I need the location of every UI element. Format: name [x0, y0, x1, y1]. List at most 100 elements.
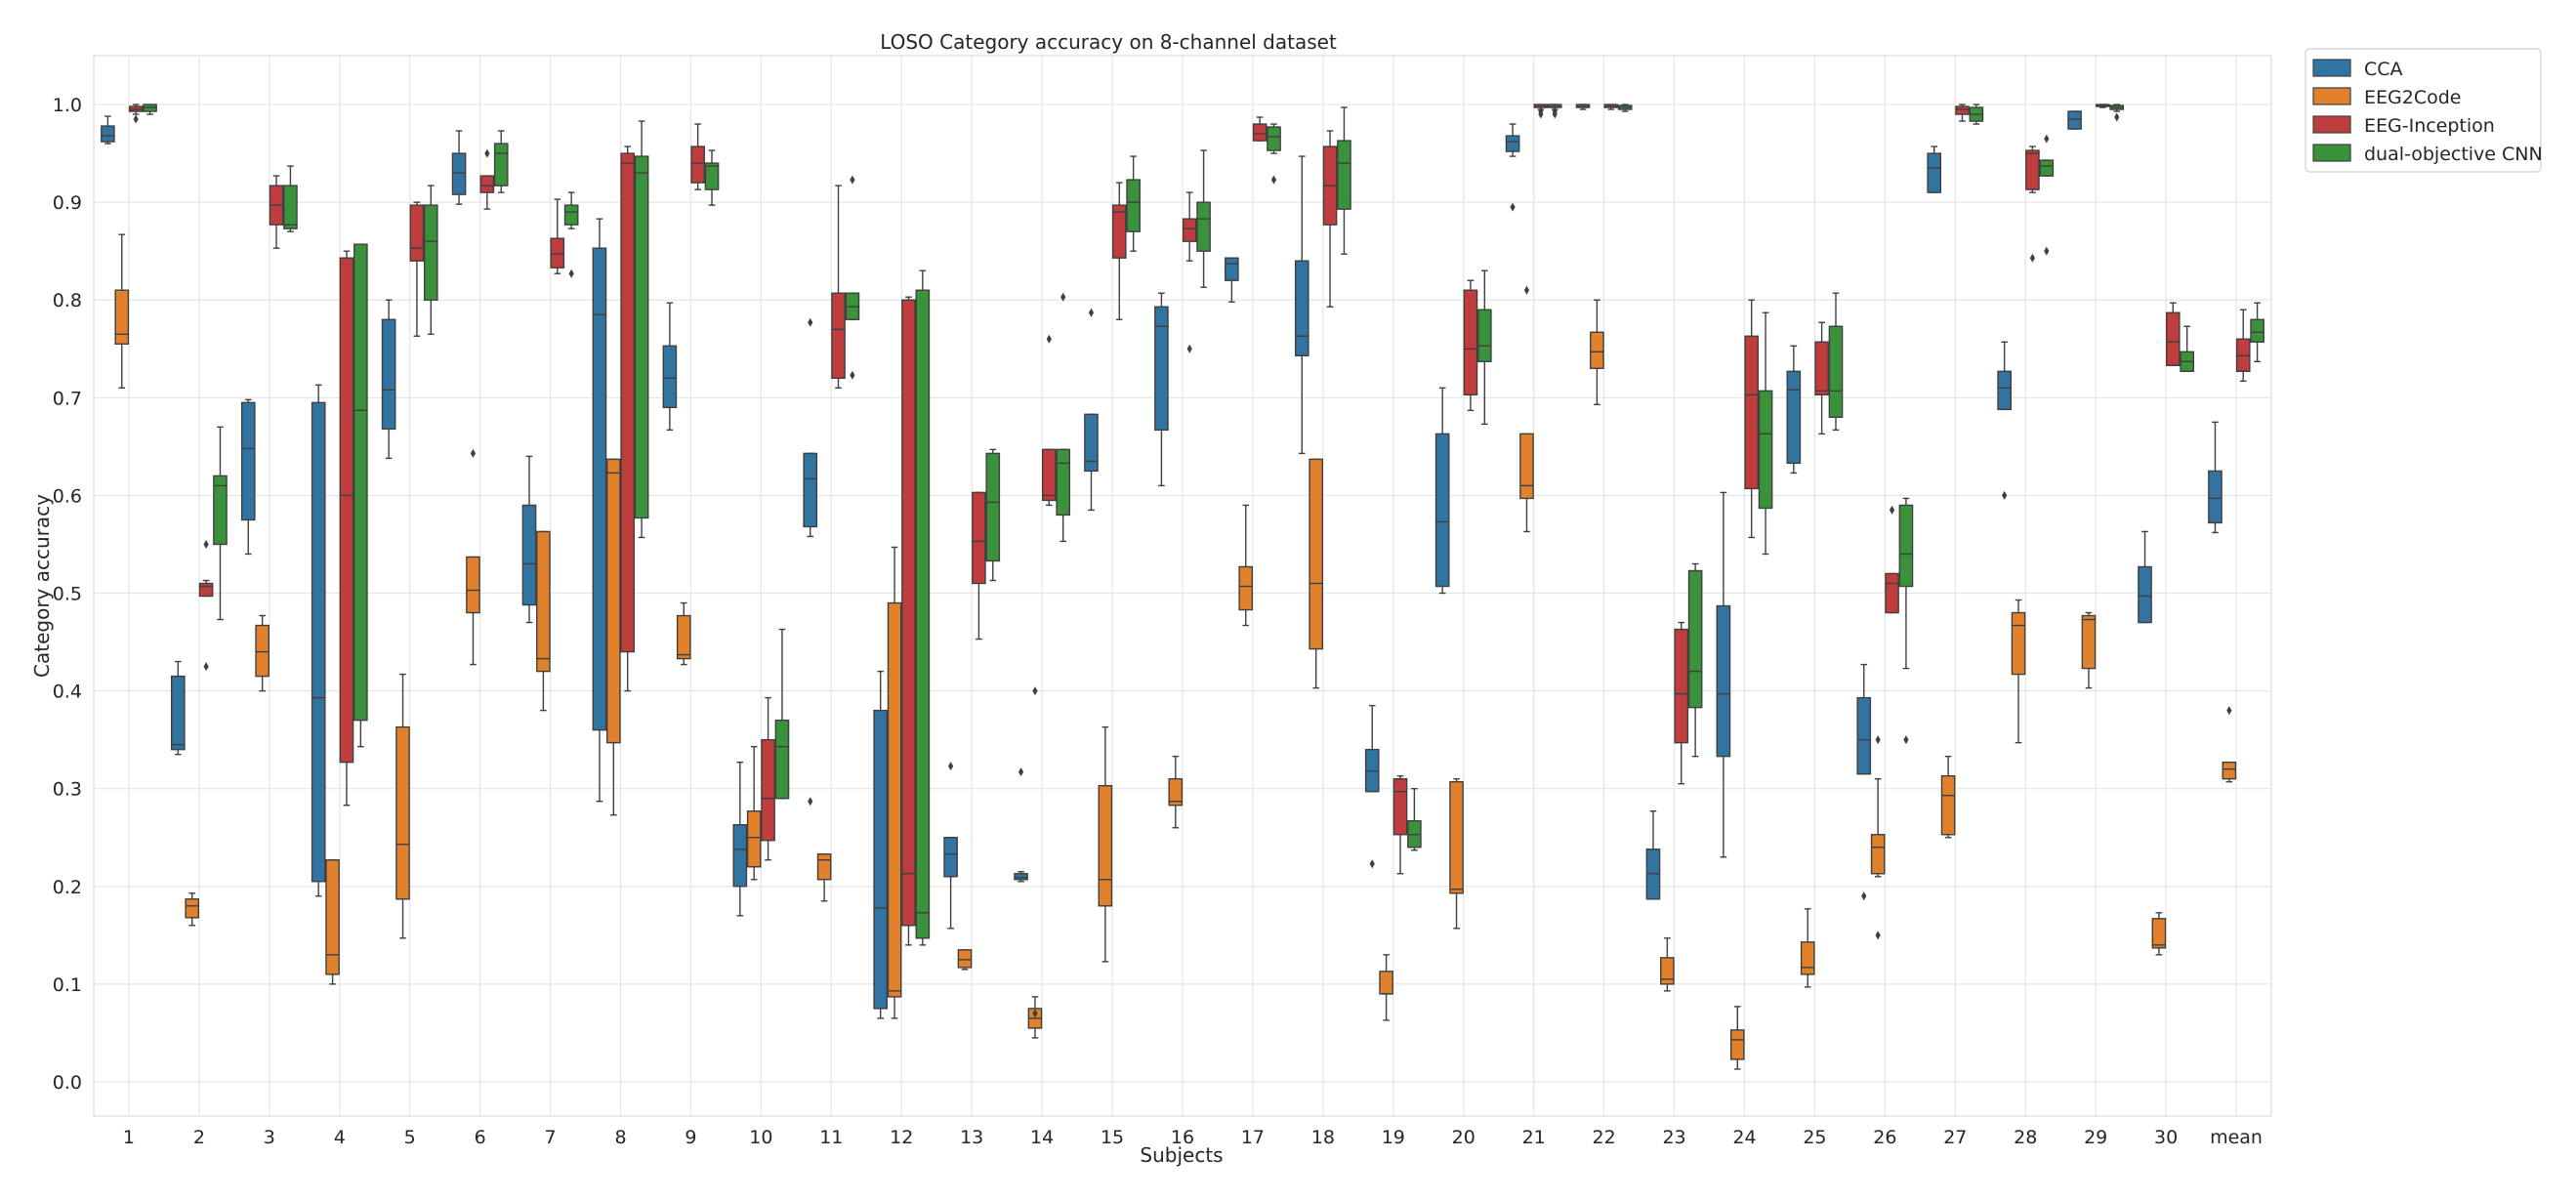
box-iqr	[1337, 140, 1351, 210]
box-iqr	[1111, 204, 1127, 259]
box-iqr	[957, 949, 973, 969]
box-group	[1182, 191, 1197, 353]
box-group	[2208, 421, 2223, 534]
box-group	[1477, 269, 1492, 426]
box-group	[972, 491, 986, 641]
x-axis-ticks: 1 2 3 4 5 6 7 8 9 10 11 12 13 14 15 16 17 18 19 20 21 22 23 24 2…	[123, 1127, 2263, 1148]
box-iqr	[1519, 433, 1534, 500]
box-group	[761, 696, 775, 861]
flier-point	[1369, 859, 1375, 869]
box-group	[563, 191, 579, 278]
box-group	[1126, 155, 1141, 252]
y-tick-label: 0.3	[53, 779, 82, 801]
box-group	[1309, 458, 1323, 689]
box-iqr	[255, 624, 270, 678]
box-group	[1533, 103, 1549, 119]
box-group	[521, 455, 537, 624]
flier-point	[1552, 106, 1558, 116]
flier-point	[1903, 735, 1909, 745]
box-group	[479, 148, 495, 210]
box-group	[1505, 123, 1520, 212]
box-group	[2235, 309, 2251, 383]
box-group	[1463, 279, 1478, 412]
box-group	[269, 175, 284, 249]
box-iqr	[1814, 341, 1829, 396]
flier-point	[1538, 106, 1544, 116]
legend: CCA EEG2Code EEG-Inception dual-objective C…	[2305, 48, 2543, 173]
box-group	[2039, 134, 2055, 256]
x-tick-label: 19	[1382, 1127, 1405, 1148]
box-group	[2011, 599, 2026, 744]
x-tick-label: 21	[1522, 1127, 1546, 1148]
flier-point	[133, 114, 139, 124]
box-iqr	[381, 318, 396, 431]
box-iqr	[2222, 761, 2237, 780]
box-iqr	[1434, 433, 1450, 588]
box-iqr	[1477, 309, 1492, 362]
box-group	[1111, 182, 1127, 320]
box-iqr	[761, 738, 775, 842]
box-marks	[101, 103, 2264, 1070]
box-group	[816, 853, 832, 902]
box-group	[873, 670, 888, 1019]
flier-point	[850, 175, 855, 185]
y-tick-label: 0.9	[53, 192, 82, 214]
flier-point	[1018, 767, 1024, 777]
flier-point	[1875, 931, 1881, 940]
box-group	[255, 614, 270, 692]
box-iqr	[915, 289, 931, 939]
box-iqr	[1309, 458, 1323, 650]
box-group	[774, 628, 790, 800]
x-tick-label: 22	[1593, 1127, 1616, 1148]
y-axis-label: Category accuracy	[30, 494, 54, 678]
box-iqr	[283, 185, 298, 229]
box-group	[311, 384, 326, 897]
box-iqr	[1225, 257, 1239, 281]
box-group	[2109, 103, 2125, 122]
box-group	[606, 458, 621, 816]
box-iqr	[1955, 105, 1970, 115]
box-group	[1997, 341, 2012, 500]
box-iqr	[2081, 614, 2097, 670]
box-iqr	[353, 243, 368, 722]
x-tick-label: 11	[819, 1127, 843, 1148]
box-group	[1603, 103, 1619, 110]
box-iqr	[676, 614, 691, 660]
box-iqr	[873, 709, 888, 1010]
box-group	[143, 103, 157, 115]
flier-point	[1523, 285, 1530, 295]
legend-swatch	[2312, 144, 2351, 162]
x-tick-label: 15	[1101, 1127, 1124, 1148]
box-group	[1575, 103, 1591, 110]
box-iqr	[521, 504, 537, 606]
x-tick-label: 30	[2154, 1127, 2178, 1148]
legend-label: EEG2Code	[2364, 87, 2461, 108]
box-group	[423, 185, 438, 335]
box-iqr	[466, 556, 480, 614]
box-iqr	[479, 175, 495, 193]
box-group	[1674, 621, 1689, 785]
box-group	[1225, 257, 1239, 303]
box-iqr	[592, 247, 607, 731]
box-group	[493, 130, 509, 193]
box-group	[1056, 292, 1071, 543]
box-group	[1154, 292, 1169, 487]
box-group	[1084, 308, 1099, 512]
box-group	[1027, 686, 1043, 1039]
box-iqr	[1042, 448, 1057, 502]
box-iqr	[690, 145, 705, 184]
box-group	[2222, 706, 2237, 783]
box-iqr	[1744, 335, 1759, 490]
box-group	[240, 398, 256, 556]
box-group	[1434, 387, 1450, 595]
y-axis-ticks: 0.0 0.1 0.2 0.3 0.4 0.5 0.6 0.7 0.8 0.9 1.0	[53, 95, 82, 1094]
box-group	[2250, 302, 2264, 362]
box-iqr	[240, 401, 256, 521]
box-group	[2180, 325, 2194, 372]
box-iqr	[493, 143, 509, 186]
box-group	[1729, 1006, 1745, 1070]
box-iqr	[1463, 289, 1478, 396]
box-iqr	[2138, 565, 2152, 624]
box-group	[171, 660, 186, 756]
